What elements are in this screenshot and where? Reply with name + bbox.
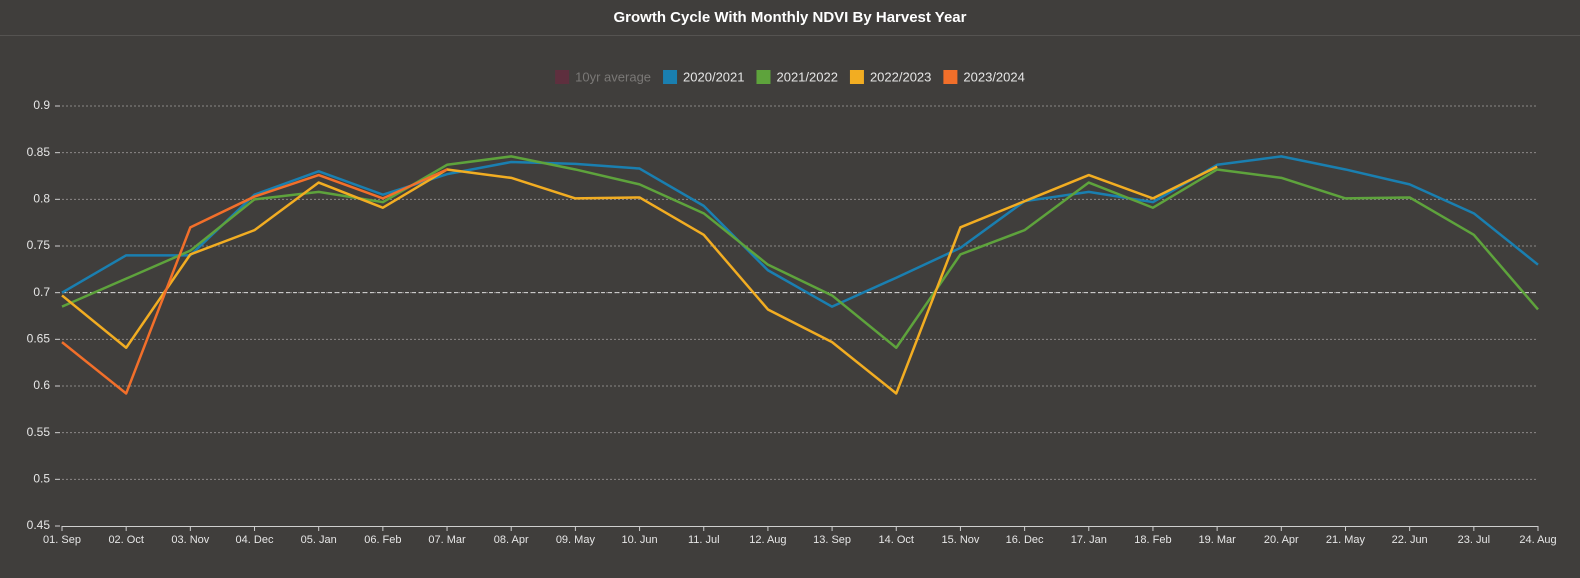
- legend-label: 2020/2021: [683, 69, 744, 84]
- x-tick-label: 20. Apr: [1264, 534, 1299, 546]
- legend: 10yr average 2020/2021 2021/2022 2022/2023 2…: [555, 69, 1025, 84]
- legend-label: 2021/2022: [776, 69, 837, 84]
- legend-swatch: [663, 70, 678, 84]
- y-tick-label: 0.65: [27, 332, 51, 346]
- y-tick-label: 0.7: [33, 285, 50, 299]
- x-tick-label: 08. Apr: [494, 534, 529, 546]
- x-tick-label: 23. Jul: [1458, 534, 1490, 546]
- legend-swatch: [555, 70, 570, 84]
- x-tick-label: 14. Oct: [879, 534, 914, 546]
- y-tick-label: 0.85: [27, 145, 51, 159]
- legend-label: 10yr average: [575, 69, 651, 84]
- x-tick-label: 05. Jan: [301, 534, 337, 546]
- x-tick-label: 17. Jan: [1071, 534, 1107, 546]
- y-tick-label: 0.9: [33, 98, 50, 112]
- legend-swatch: [849, 70, 864, 84]
- series-line: [61, 165, 1218, 395]
- x-tick-label: 07. Mar: [428, 534, 466, 546]
- series-line: [61, 155, 1539, 308]
- x-tick-label: 15. Nov: [941, 534, 979, 546]
- x-tick-label: 19. Mar: [1198, 534, 1236, 546]
- x-tick-label: 13. Sep: [813, 534, 851, 546]
- legend-label: 2023/2024: [963, 69, 1024, 84]
- x-tick-label: 03. Nov: [171, 534, 209, 546]
- chart-title: Growth Cycle With Monthly NDVI By Harves…: [613, 9, 966, 26]
- x-tick-label: 12. Aug: [749, 534, 786, 546]
- x-tick-label: 22. Jun: [1392, 534, 1428, 546]
- legend-swatch: [943, 70, 958, 84]
- y-tick-label: 0.5: [33, 472, 50, 486]
- x-tick-label: 09. May: [556, 534, 596, 546]
- series-line: [61, 155, 1539, 349]
- x-tick-label: 10. Jun: [622, 534, 658, 546]
- y-tick-label: 0.8: [33, 192, 50, 206]
- x-tick-label: 18. Feb: [1134, 534, 1171, 546]
- x-tick-label: 11. Jul: [688, 534, 720, 546]
- y-tick-label: 0.55: [27, 425, 51, 439]
- x-tick-label: 02. Oct: [108, 534, 143, 546]
- x-tick-label: 21. May: [1326, 534, 1366, 546]
- legend-label: 2022/2023: [870, 69, 931, 84]
- legend-swatch: [756, 70, 771, 84]
- x-tick-label: 24. Aug: [1519, 534, 1556, 546]
- x-tick-label: 06. Feb: [364, 534, 401, 546]
- x-tick-label: 01. Sep: [43, 534, 81, 546]
- series-line: [61, 168, 448, 395]
- x-tick-label: 16. Dec: [1006, 534, 1044, 546]
- x-tick-label: 04. Dec: [236, 534, 274, 546]
- y-tick-label: 0.45: [27, 518, 51, 532]
- y-tick-label: 0.6: [33, 378, 50, 392]
- y-tick-label: 0.75: [27, 238, 51, 252]
